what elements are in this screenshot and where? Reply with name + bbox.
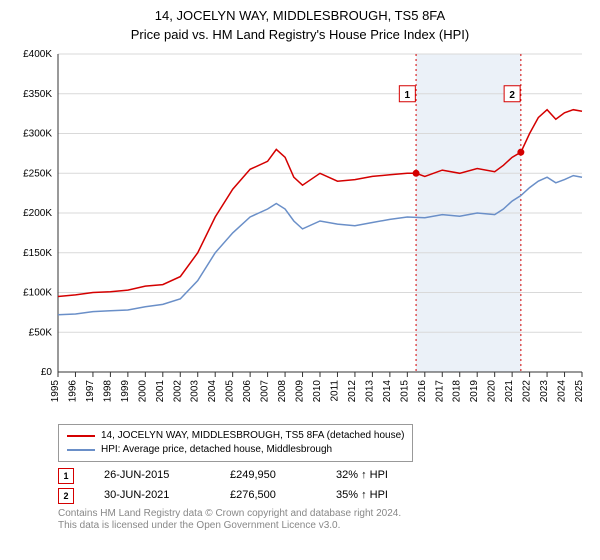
svg-text:2003: 2003 [190, 380, 201, 403]
svg-text:2017: 2017 [434, 380, 445, 403]
svg-text:£0: £0 [41, 367, 53, 378]
marker-delta: 35% ↑ HPI [336, 486, 426, 506]
svg-text:2022: 2022 [522, 380, 533, 403]
svg-text:2025: 2025 [574, 380, 585, 403]
svg-text:2001: 2001 [155, 380, 166, 403]
svg-text:2002: 2002 [172, 380, 183, 403]
svg-text:2010: 2010 [312, 380, 323, 403]
marker-index-box: 2 [58, 488, 74, 504]
marker-row: 1 26-JUN-2015 £249,950 32% ↑ HPI [58, 466, 590, 486]
footer-attribution: Contains HM Land Registry data © Crown c… [58, 508, 590, 532]
legend-box: 14, JOCELYN WAY, MIDDLESBROUGH, TS5 8FA … [58, 424, 413, 462]
marker-price: £249,950 [230, 466, 306, 486]
svg-text:2011: 2011 [329, 380, 340, 402]
svg-text:2018: 2018 [452, 380, 463, 403]
svg-text:£100K: £100K [23, 288, 52, 299]
svg-text:2007: 2007 [260, 380, 271, 403]
footer-line-2: This data is licensed under the Open Gov… [58, 520, 590, 532]
svg-text:1995: 1995 [50, 380, 61, 403]
legend-swatch [67, 449, 95, 451]
svg-text:1999: 1999 [120, 380, 131, 403]
svg-text:2019: 2019 [469, 380, 480, 403]
marker-index-box: 1 [58, 468, 74, 484]
chart-container: 14, JOCELYN WAY, MIDDLESBROUGH, TS5 8FA … [0, 0, 600, 538]
svg-text:2012: 2012 [347, 380, 358, 403]
svg-text:£50K: £50K [29, 327, 53, 338]
svg-text:2021: 2021 [504, 380, 515, 403]
chart-plot-area: £0 £50K £100K £150K £200K £250K £300K £350K £400… [10, 48, 590, 418]
marker-date: 30-JUN-2021 [104, 486, 200, 506]
marker-date: 26-JUN-2015 [104, 466, 200, 486]
marker-price: £276,500 [230, 486, 306, 506]
svg-text:£200K: £200K [23, 208, 52, 219]
svg-text:2009: 2009 [295, 380, 306, 403]
svg-text:2000: 2000 [137, 380, 148, 403]
svg-text:2016: 2016 [417, 380, 428, 403]
legend-row: HPI: Average price, detached house, Midd… [67, 443, 404, 457]
svg-text:2: 2 [509, 90, 515, 101]
legend-label: HPI: Average price, detached house, Midd… [101, 443, 332, 457]
svg-text:2013: 2013 [364, 380, 375, 403]
svg-text:2006: 2006 [242, 380, 253, 403]
svg-text:2024: 2024 [557, 380, 568, 403]
svg-text:2005: 2005 [225, 380, 236, 403]
svg-text:1996: 1996 [67, 380, 78, 403]
legend-swatch [67, 435, 95, 437]
svg-text:2020: 2020 [487, 380, 498, 403]
chart-title: 14, JOCELYN WAY, MIDDLESBROUGH, TS5 8FA [10, 8, 590, 23]
legend-row: 14, JOCELYN WAY, MIDDLESBROUGH, TS5 8FA … [67, 429, 404, 443]
svg-text:£350K: £350K [23, 89, 52, 100]
svg-text:£150K: £150K [23, 248, 52, 259]
chart-svg: £0 £50K £100K £150K £200K £250K £300K £350K £400… [10, 48, 590, 418]
svg-text:2008: 2008 [277, 380, 288, 403]
svg-text:2023: 2023 [539, 380, 550, 403]
svg-text:£400K: £400K [23, 49, 52, 60]
svg-text:1998: 1998 [102, 380, 113, 403]
svg-text:2004: 2004 [207, 380, 218, 403]
marker-row: 2 30-JUN-2021 £276,500 35% ↑ HPI [58, 486, 590, 506]
marker-delta: 32% ↑ HPI [336, 466, 426, 486]
svg-text:2014: 2014 [382, 380, 393, 403]
svg-text:1997: 1997 [85, 380, 96, 403]
svg-text:£250K: £250K [23, 168, 52, 179]
legend-label: 14, JOCELYN WAY, MIDDLESBROUGH, TS5 8FA … [101, 429, 404, 443]
chart-subtitle: Price paid vs. HM Land Registry's House … [10, 27, 590, 42]
footer-line-1: Contains HM Land Registry data © Crown c… [58, 508, 590, 520]
svg-text:2015: 2015 [399, 380, 410, 403]
marker-table: 1 26-JUN-2015 £249,950 32% ↑ HPI 2 30-JUN-202… [58, 466, 590, 506]
svg-text:1: 1 [405, 90, 411, 101]
svg-text:£300K: £300K [23, 129, 52, 140]
